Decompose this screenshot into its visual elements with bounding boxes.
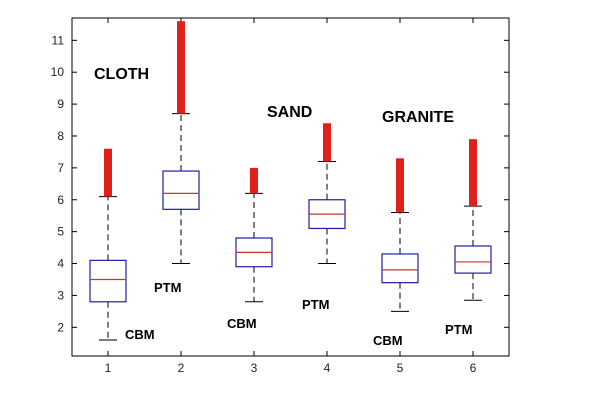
box-group-6 [454,139,492,301]
iqr-box [89,259,127,303]
group-label-sand: SAND [267,104,312,121]
x-tick-label-5: 5 [397,361,404,375]
iqr-box [454,245,492,274]
y-axis: 2 3 4 5 6 7 8 9 10 11 [51,33,509,334]
method-label-3: CBM [227,316,257,331]
outlier-cluster [177,21,185,114]
box-group-4 [308,123,346,265]
y-tick-label-6: 6 [57,193,64,207]
group-label-cloth: CLOTH [94,66,149,83]
y-tick-label-3: 3 [57,288,64,302]
outlier-cluster [104,148,112,197]
x-axis: 1 2 3 4 5 6 [105,18,477,375]
outlier-cluster [323,123,331,162]
box-group-3 [235,167,273,303]
x-tick-label-6: 6 [470,361,477,375]
boxes [89,21,492,341]
x-tick-label-2: 2 [178,361,185,375]
box-group-5 [381,158,419,312]
outlier-cluster [396,158,404,213]
box-group-1 [89,148,127,341]
method-label-1: CBM [125,327,155,342]
method-label-5: CBM [373,333,403,348]
x-tick-label-4: 4 [324,361,331,375]
box-group-2 [162,21,200,265]
outlier-cluster [469,139,477,207]
method-label-4: PTM [302,297,329,312]
y-tick-label-8: 8 [57,129,64,143]
y-tick-label-5: 5 [57,225,64,239]
plot-area [71,17,510,357]
iqr-box [162,170,200,210]
y-tick-label-11: 11 [52,33,65,47]
group-label-granite: GRANITE [382,109,454,126]
method-label-6: PTM [445,322,472,337]
y-tick-label-9: 9 [57,97,64,111]
y-tick-label-10: 10 [51,65,65,79]
x-tick-label-1: 1 [105,361,112,375]
method-label-2: PTM [154,280,181,295]
iqr-box [381,253,419,284]
outlier-cluster [250,167,258,194]
y-tick-label-2: 2 [57,320,64,334]
y-tick-label-7: 7 [57,161,64,175]
y-tick-label-4: 4 [57,257,64,271]
x-tick-label-3: 3 [251,361,258,375]
